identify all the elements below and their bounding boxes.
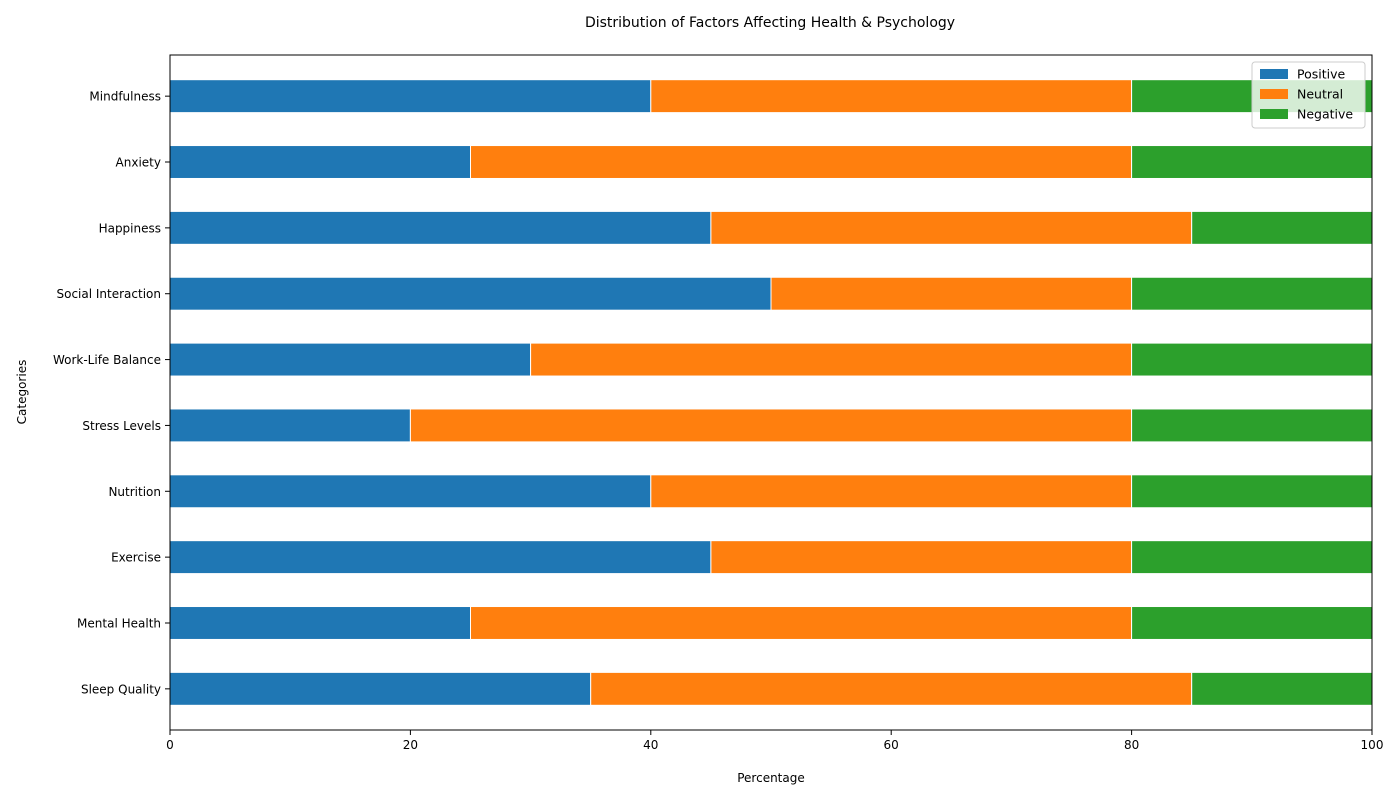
y-tick-label: Sleep Quality xyxy=(81,682,161,696)
bar-negative-5 xyxy=(1131,342,1373,377)
bar-negative-0 xyxy=(1191,671,1373,706)
bar-neutral-4 xyxy=(409,408,1133,443)
x-tick-label: 100 xyxy=(1361,738,1384,752)
bar-positive-4 xyxy=(169,408,411,443)
x-tick-label: 60 xyxy=(884,738,899,752)
bar-neutral-1 xyxy=(470,606,1133,640)
bar-neutral-7 xyxy=(710,210,1193,245)
bars-group xyxy=(169,79,1373,706)
legend-label-positive: Positive xyxy=(1297,67,1345,82)
bar-positive-9 xyxy=(169,79,652,114)
bar-positive-0 xyxy=(169,671,592,706)
chart-title: Distribution of Factors Affecting Health… xyxy=(585,15,955,31)
bar-neutral-0 xyxy=(590,671,1193,706)
x-tick-label: 40 xyxy=(643,738,658,752)
x-axis: 0 20 40 60 80 100 xyxy=(166,730,1383,752)
bar-negative-3 xyxy=(1131,474,1373,509)
bar-positive-2 xyxy=(169,540,712,575)
y-axis-label: Categories xyxy=(15,360,29,425)
y-tick-label: Mindfulness xyxy=(89,90,161,104)
bar-positive-6 xyxy=(169,276,772,311)
y-tick-label: Work-Life Balance xyxy=(53,353,161,367)
bar-negative-2 xyxy=(1131,540,1373,575)
x-axis-label: Percentage xyxy=(737,771,805,785)
bar-neutral-2 xyxy=(710,540,1133,575)
y-tick-label: Mental Health xyxy=(77,616,161,630)
x-tick-label: 80 xyxy=(1124,738,1139,752)
y-tick-label: Social Interaction xyxy=(57,287,162,301)
x-tick-label: 20 xyxy=(403,738,418,752)
y-tick-label: Stress Levels xyxy=(82,419,161,433)
x-tick-label: 0 xyxy=(166,738,174,752)
y-axis: Sleep Quality Mental Health Exercise Nutrit… xyxy=(53,90,170,696)
legend-label-neutral: Neutral xyxy=(1297,87,1343,102)
bar-neutral-3 xyxy=(650,474,1133,509)
legend-swatch-neutral xyxy=(1260,89,1288,99)
bar-negative-7 xyxy=(1191,210,1373,245)
y-tick-label: Happiness xyxy=(99,221,161,235)
y-tick-label: Nutrition xyxy=(108,485,161,499)
plot-frame xyxy=(169,54,1373,731)
bar-positive-1 xyxy=(169,606,471,640)
legend: Positive Neutral Negative xyxy=(1251,61,1366,129)
bar-neutral-5 xyxy=(530,342,1133,377)
bar-positive-8 xyxy=(169,145,471,179)
bar-neutral-6 xyxy=(770,276,1133,311)
bar-negative-1 xyxy=(1131,606,1373,640)
y-tick-label: Anxiety xyxy=(116,156,161,170)
legend-label-negative: Negative xyxy=(1297,107,1353,122)
legend-swatch-negative xyxy=(1260,109,1288,119)
bar-negative-6 xyxy=(1131,276,1373,311)
bar-neutral-9 xyxy=(650,79,1133,114)
bar-neutral-8 xyxy=(470,145,1133,179)
bar-negative-8 xyxy=(1131,145,1373,179)
y-tick-label: Exercise xyxy=(111,551,161,565)
bar-positive-5 xyxy=(169,342,532,377)
bar-positive-3 xyxy=(169,474,652,509)
bar-positive-7 xyxy=(169,210,712,245)
bar-negative-4 xyxy=(1131,408,1373,443)
legend-swatch-positive xyxy=(1260,69,1288,79)
